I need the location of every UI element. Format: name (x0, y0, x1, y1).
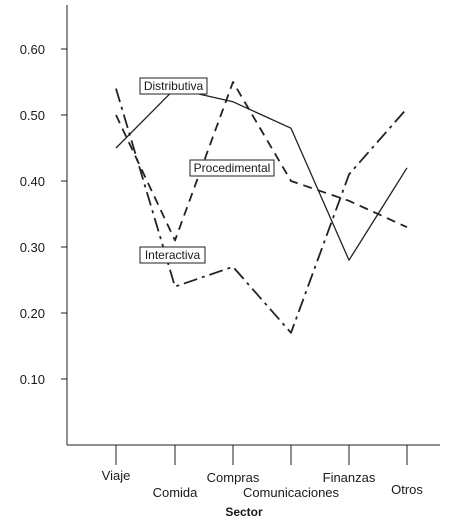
series-labels: Distributiva Procedimental Interactiva (139, 77, 275, 264)
y-tick-label: 0.30 (20, 240, 45, 255)
series-line-interactiva (115, 88, 408, 334)
series-label-box (139, 77, 208, 95)
y-tick-label: 0.50 (20, 108, 45, 123)
axes (66, 5, 440, 446)
x-tick-label: Finanzas (323, 470, 376, 485)
series-label-text: Distributiva (144, 79, 204, 93)
series-line-distributiva (115, 87, 408, 261)
x-tick-label: Viaje (102, 468, 131, 483)
y-axis-ticks: 0.10 0.20 0.30 0.40 0.50 0.60 (20, 42, 67, 387)
y-tick-label: 0.10 (20, 372, 45, 387)
x-tick-label: Comunicaciones (243, 485, 340, 500)
y-tick-label: 0.60 (20, 42, 45, 57)
series-label-procedimental: Procedimental (189, 159, 275, 177)
series-label-box (139, 246, 206, 264)
series-label-box (189, 159, 275, 177)
series-label-text: Procedimental (194, 161, 271, 175)
x-tick-label: Compras (207, 470, 260, 485)
y-tick-label: 0.20 (20, 306, 45, 321)
series-label-text: Interactiva (145, 248, 201, 262)
x-tick-label: Comida (153, 485, 199, 500)
x-tick-label: Otros (391, 482, 423, 497)
series-line-procedimental (115, 81, 408, 242)
series-lines (115, 81, 408, 334)
x-axis-ticks: Viaje Comida ComprasComunicacionesFinanzas… (102, 445, 423, 500)
series-label-interactiva: Interactiva (139, 246, 206, 264)
y-tick-label: 0.40 (20, 174, 45, 189)
series-label-distributiva: Distributiva (139, 77, 208, 95)
x-axis-title: Sector (225, 505, 263, 519)
